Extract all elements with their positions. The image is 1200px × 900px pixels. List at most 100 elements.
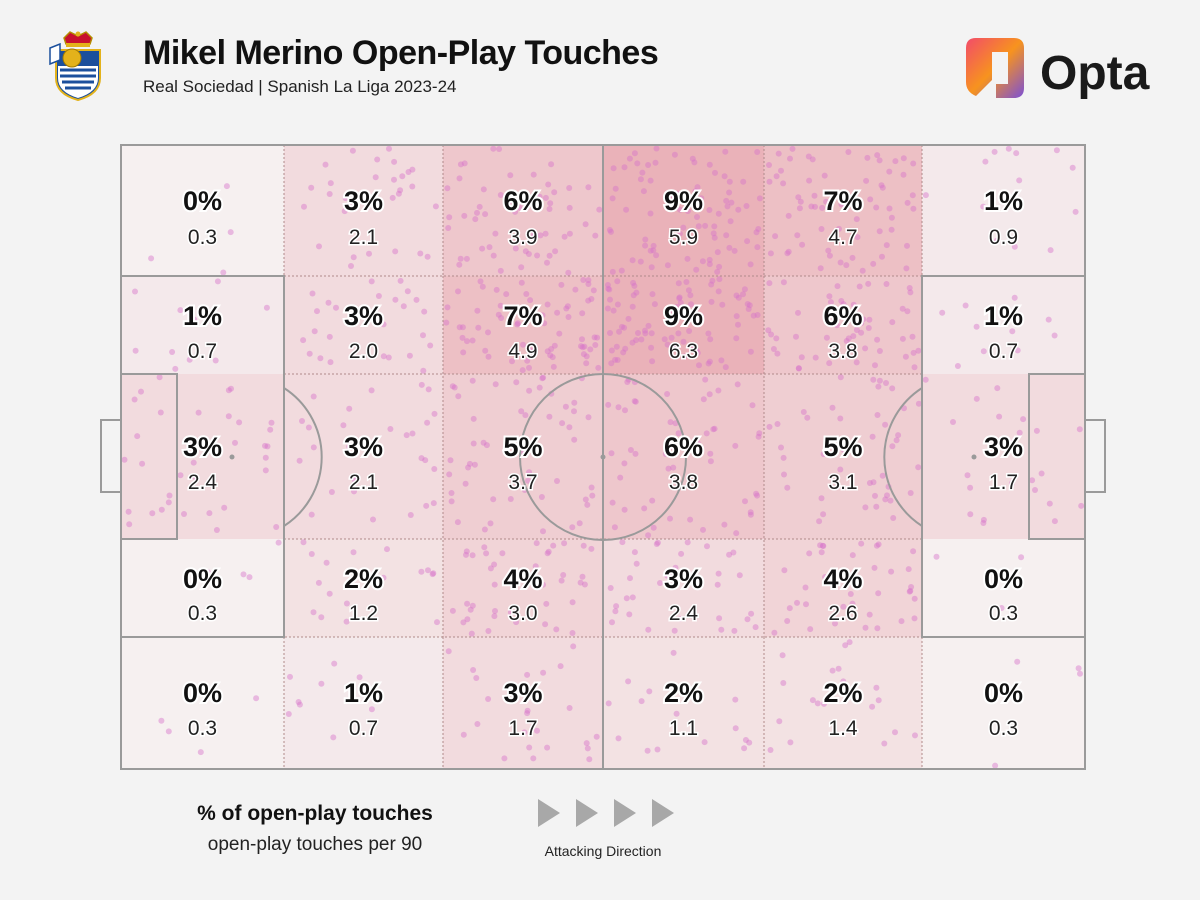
touch-dot [670, 464, 677, 471]
touch-dot [542, 621, 549, 628]
touch-dot [328, 489, 335, 495]
touch-dot [685, 287, 692, 294]
touch-dot [910, 160, 917, 167]
touch-dot [192, 474, 199, 481]
touch-dot [539, 375, 546, 382]
touch-dot [727, 218, 734, 225]
touch-dot [678, 550, 685, 557]
touch-dot [521, 729, 528, 736]
touch-dot [430, 500, 437, 507]
touch-dot [512, 245, 519, 252]
touch-dot [909, 192, 916, 199]
touch-dot [559, 420, 566, 427]
touch-dot [267, 426, 274, 433]
touch-dot [754, 492, 761, 499]
touch-dot [262, 442, 268, 449]
touch-dot [774, 421, 781, 427]
cell-pct-label: 0% [183, 678, 222, 708]
cell-pct-label: 3% [344, 432, 383, 462]
cell-pct-label: 0% [183, 564, 222, 594]
touch-dot [490, 252, 497, 259]
touch-dot [189, 437, 196, 444]
touch-dot [648, 264, 655, 271]
touch-dot [380, 353, 387, 360]
touch-dot [728, 199, 735, 206]
touch-dot [706, 161, 713, 168]
touch-dot [614, 301, 621, 308]
touch-dot [553, 626, 560, 633]
touch-dot [527, 297, 534, 304]
touch-dot [462, 480, 469, 487]
touch-dot [195, 409, 202, 416]
touch-dot [873, 503, 880, 510]
touch-dot [705, 330, 712, 337]
touch-dot [840, 301, 847, 308]
touch-dot [722, 148, 729, 155]
touch-dot [125, 508, 132, 515]
touch-dot [614, 357, 621, 363]
cell-pct-label: 5% [503, 432, 542, 462]
cell-pct-label: 6% [664, 432, 703, 462]
touch-dot [711, 425, 718, 432]
touch-dot [735, 321, 741, 328]
touch-dot [496, 146, 503, 152]
touch-dot [444, 304, 451, 311]
touch-dot [622, 407, 628, 414]
touch-dot [343, 600, 350, 607]
touch-dot [694, 350, 701, 356]
touch-dot [330, 734, 337, 741]
touch-dot [755, 433, 762, 440]
touch-dot [634, 160, 641, 167]
touch-dot [819, 542, 826, 549]
touch-dot [741, 745, 748, 752]
touch-dot [756, 430, 763, 437]
touch-dot [560, 572, 567, 578]
touch-dot [318, 614, 325, 621]
touch-dot [837, 374, 844, 381]
touch-dot [1018, 554, 1025, 561]
touch-dot [262, 454, 269, 461]
touch-dot [443, 319, 450, 326]
touch-dot [695, 320, 702, 327]
touch-dot [581, 343, 588, 350]
cell-labels: 0% 0.3 3% 2.1 6% 3.9 9% 5.9 7% 4.7 1% 0.9 1% 0.7 3% 2.0… [181, 184, 1025, 742]
touch-dot [569, 599, 576, 606]
touch-dot [548, 346, 555, 352]
touch-dot [149, 510, 156, 517]
touch-dot [707, 336, 714, 343]
heat-cell [603, 374, 764, 539]
touch-dot [849, 254, 856, 261]
touch-dot [385, 354, 392, 361]
touch-dot [887, 497, 894, 504]
heat-cell [764, 539, 922, 637]
touch-dot [706, 207, 713, 213]
touch-dot [866, 480, 873, 486]
opta-brand-text: Opta [1040, 47, 1150, 100]
touch-dot [406, 352, 413, 359]
touch-dot [343, 618, 350, 625]
touch-dot [680, 224, 687, 231]
touch-dot [526, 387, 533, 394]
touch-dot [722, 364, 729, 371]
touch-dot [973, 323, 980, 330]
touch-dot [550, 363, 557, 370]
touch-dot [492, 381, 499, 388]
touch-dot [608, 450, 615, 457]
touch-dot [645, 322, 652, 329]
touch-dot [780, 454, 787, 461]
touch-dot [350, 254, 357, 261]
touch-dot [495, 311, 502, 318]
touch-dot [878, 182, 885, 189]
touch-dot [594, 334, 601, 341]
touch-dot [296, 701, 303, 708]
heat-cell [922, 374, 1085, 539]
touch-dot [711, 223, 718, 230]
touch-dot [485, 353, 492, 360]
cell-per90-label: 3.1 [828, 471, 857, 494]
touch-dot [754, 149, 761, 155]
touch-dot [664, 391, 671, 397]
touch-dot [1045, 316, 1052, 323]
touch-dot [650, 247, 657, 254]
touch-dot [755, 226, 762, 232]
touch-dot [579, 310, 586, 317]
